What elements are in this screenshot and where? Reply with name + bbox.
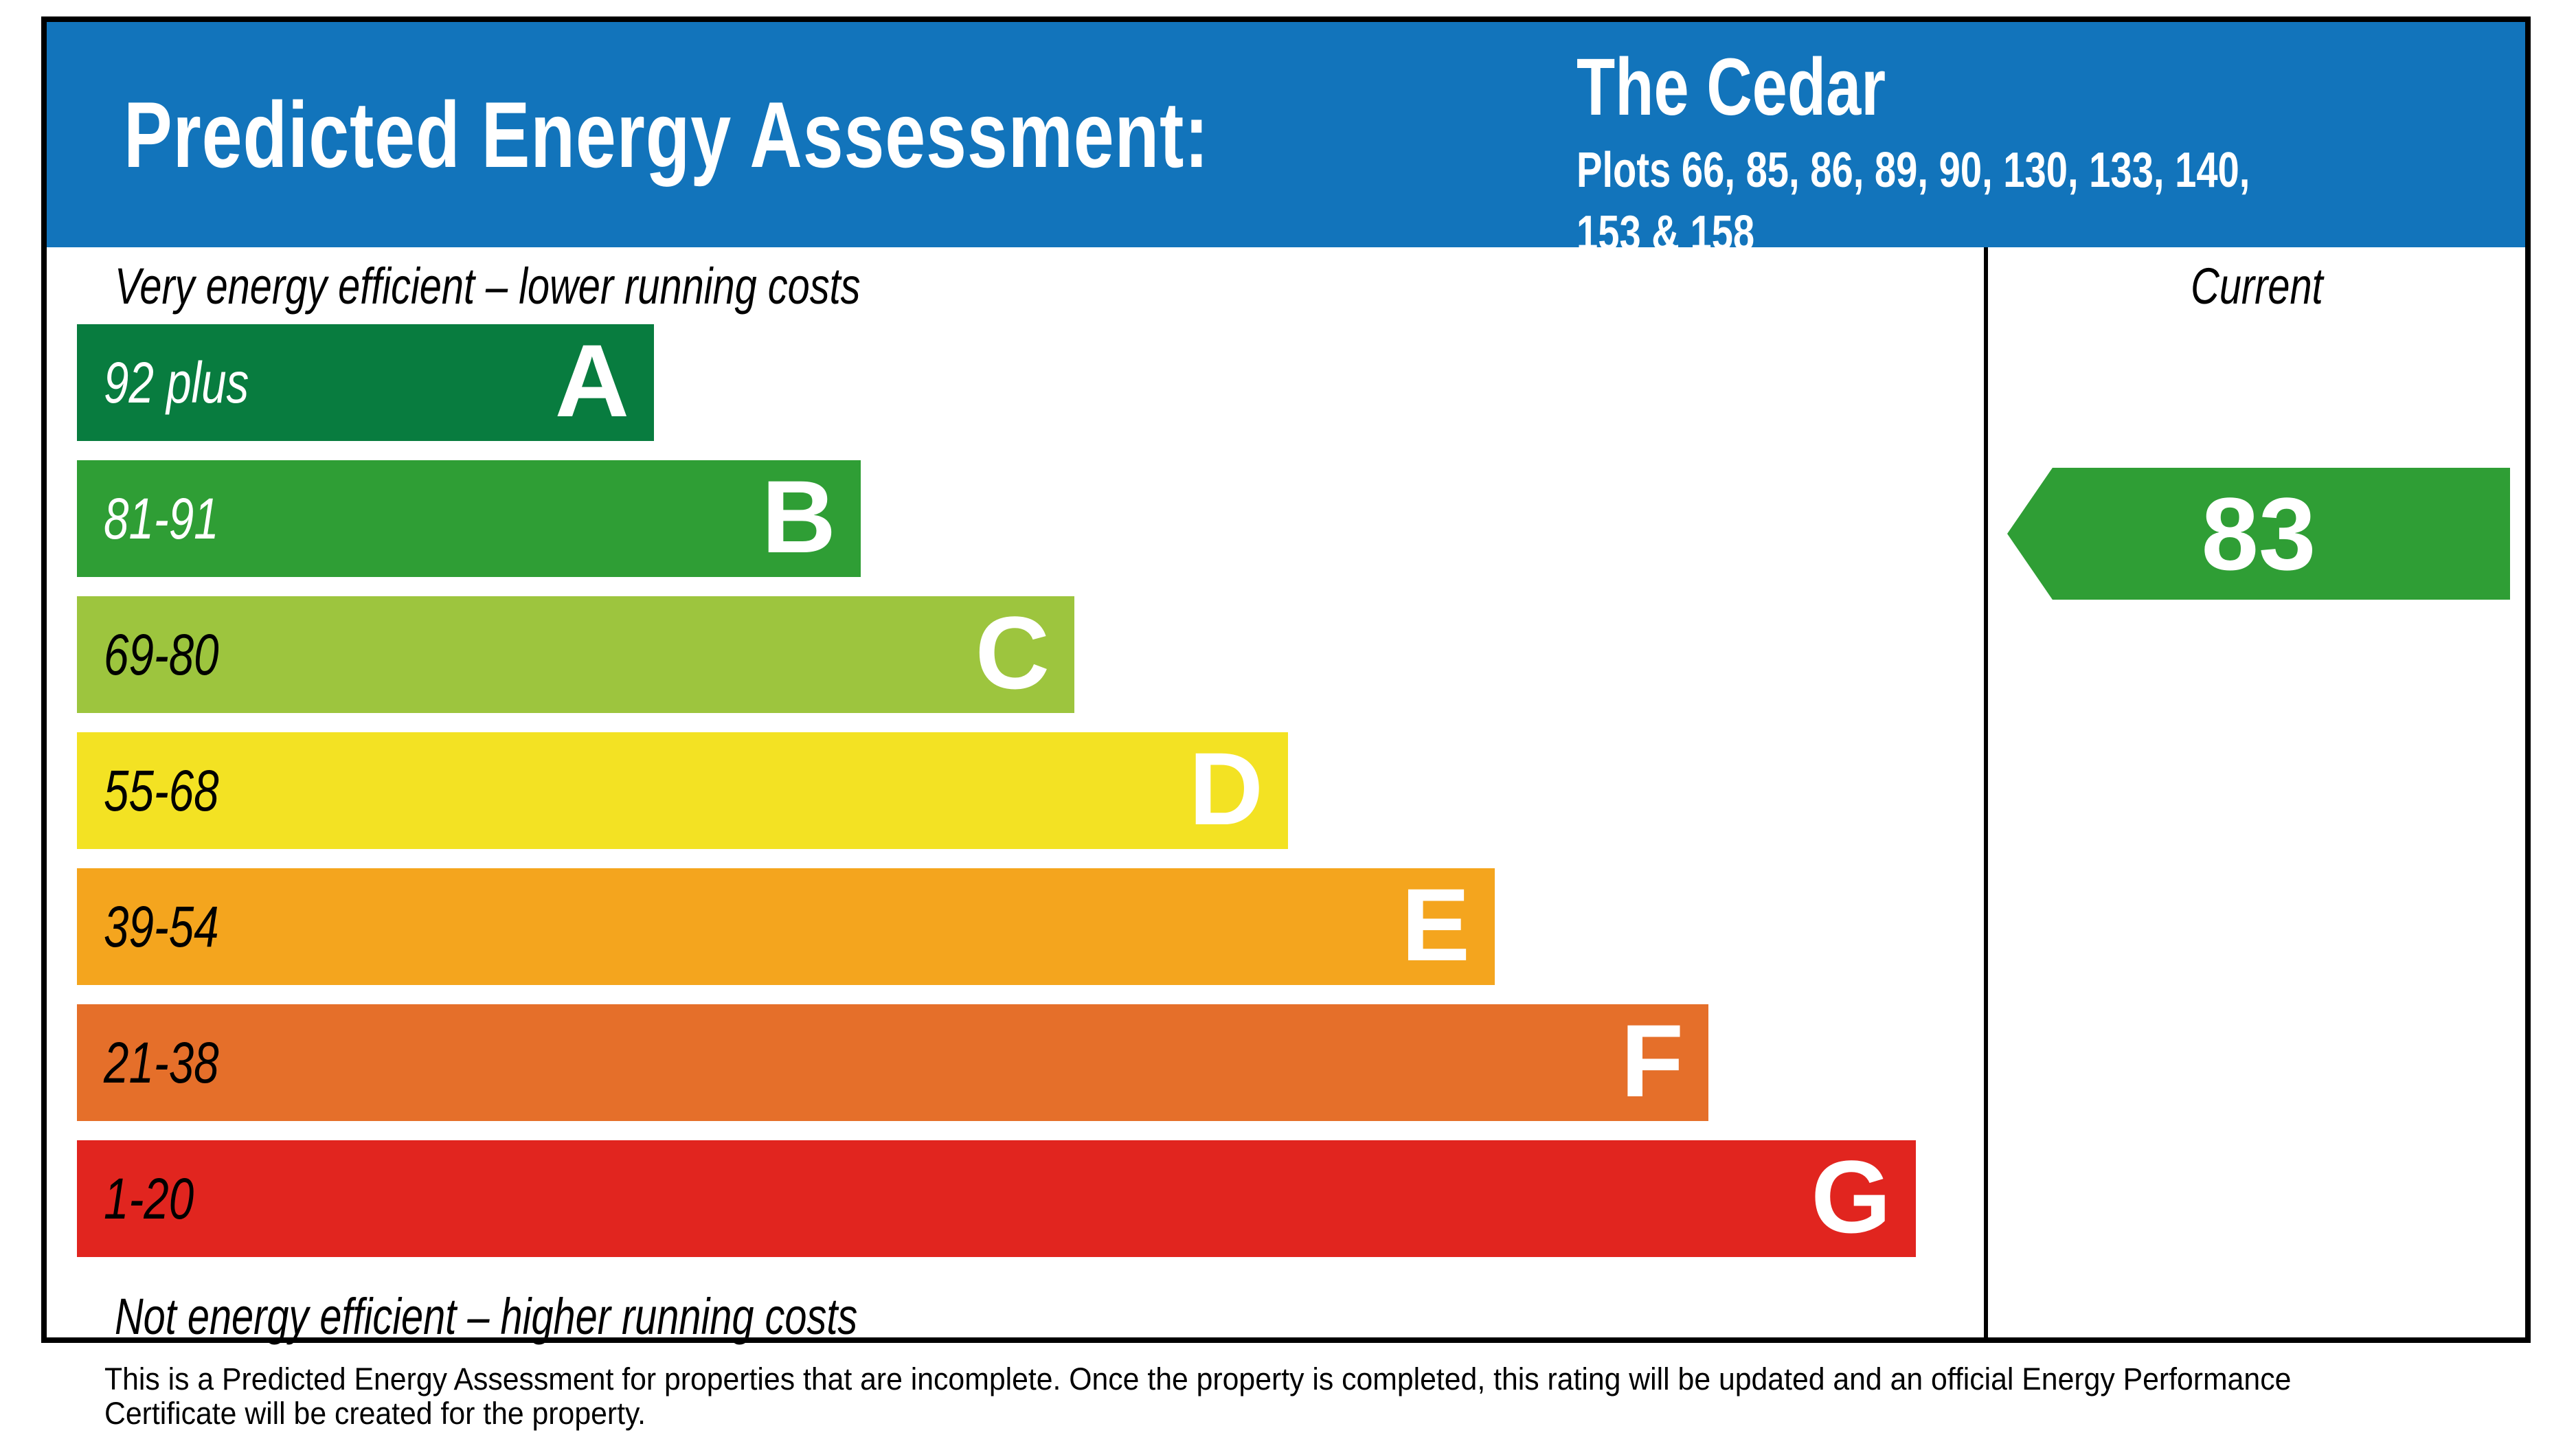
band-range-label: 55-68 [104, 758, 219, 823]
property-name: The Cedar [1577, 42, 1886, 133]
band-row-D: 55-68 D [77, 732, 1288, 849]
certificate-header: Predicted Energy Assessment: The Cedar P… [47, 22, 2525, 261]
band-letter: C [975, 595, 1050, 710]
band-letter: B [761, 459, 836, 574]
band-letter: D [1188, 731, 1263, 846]
band-letter: A [554, 323, 629, 438]
plots-line-2: 153 & 158 [1577, 206, 1755, 261]
plots-line-1: Plots 66, 85, 86, 89, 90, 130, 133, 140, [1577, 143, 2250, 198]
band-range-label: 69-80 [104, 622, 219, 687]
footnote: This is a Predicted Energy Assessment fo… [104, 1362, 2291, 1431]
footnote-line-2: Certificate will be created for the prop… [104, 1396, 646, 1431]
band-range-label: 21-38 [104, 1030, 219, 1095]
band-range-label: 39-54 [104, 894, 219, 959]
band-row-F: 21-38 F [77, 1004, 1708, 1121]
band-letter: E [1401, 867, 1470, 982]
band-range-label: 81-91 [104, 486, 219, 551]
certificate-box: Predicted Energy Assessment: The Cedar P… [41, 16, 2531, 1345]
bottom-axis-label: Not energy efficient – higher running co… [115, 1288, 858, 1345]
property-details: The Cedar Plots 66, 85, 86, 89, 90, 130,… [1577, 45, 2440, 265]
band-row-A: 92 plus A [77, 324, 654, 441]
band-row-E: 39-54 E [77, 868, 1495, 985]
band-letter: F [1620, 1003, 1684, 1118]
band-range-label: 1-20 [104, 1166, 194, 1231]
band-row-B: 81-91 B [77, 460, 861, 577]
band-range-label: 92 plus [104, 350, 249, 415]
rating-bands: 92 plus A 81-91 B 69-80 C 55-68 D 39-54 E 21-38 F 1-… [47, 324, 1984, 1257]
current-rating-panel: Current 83 [1984, 247, 2525, 1337]
band-letter: G [1811, 1139, 1891, 1254]
footnote-line-1: This is a Predicted Energy Assessment fo… [104, 1361, 2292, 1396]
band-row-C: 69-80 C [77, 596, 1074, 713]
rating-bands-panel: Very energy efficient – lower running co… [47, 247, 1984, 1345]
rating-chart: Very energy efficient – lower running co… [47, 247, 2525, 1345]
band-row-G: 1-20 G [77, 1140, 1916, 1257]
current-rating-arrow: 83 [2007, 468, 2510, 600]
current-column-header: Current [2190, 257, 2323, 315]
current-rating-value: 83 [2201, 476, 2316, 591]
top-axis-label: Very energy efficient – lower running co… [115, 257, 861, 315]
page-title: Predicted Energy Assessment: [124, 82, 1210, 187]
